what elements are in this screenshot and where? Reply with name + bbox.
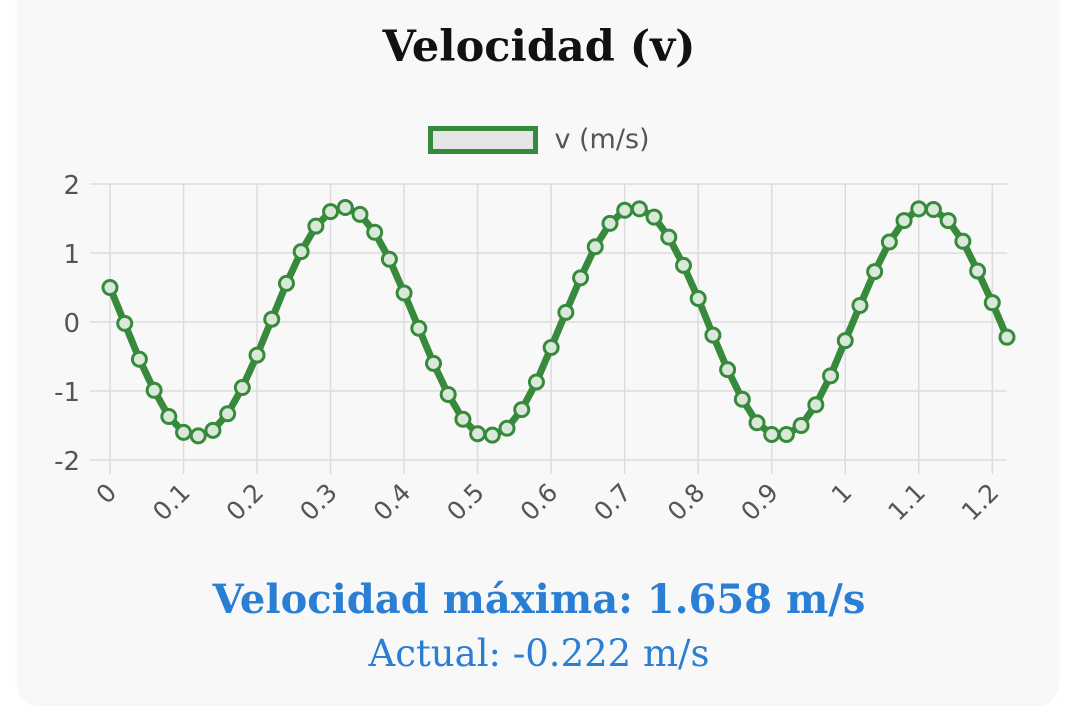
data-point[interactable] — [263, 310, 281, 328]
data-point[interactable] — [204, 421, 222, 439]
data-point[interactable] — [439, 385, 457, 403]
data-point[interactable] — [719, 361, 737, 379]
data-point[interactable] — [630, 200, 648, 218]
x-tick-label: 0.5 — [441, 478, 490, 527]
y-tick-label: -2 — [54, 447, 80, 477]
data-point[interactable] — [910, 200, 928, 218]
data-point[interactable] — [601, 214, 619, 232]
data-point[interactable] — [998, 328, 1016, 346]
data-point[interactable] — [586, 238, 604, 256]
x-tick-label: 0.9 — [735, 478, 784, 527]
x-tick-label: 0 — [90, 478, 122, 510]
data-point[interactable] — [233, 379, 251, 397]
data-point[interactable] — [674, 256, 692, 274]
data-point[interactable] — [116, 314, 134, 332]
x-tick-label: 1 — [826, 478, 858, 510]
data-point[interactable] — [527, 373, 545, 391]
data-point[interactable] — [322, 203, 340, 221]
y-tick-label: 0 — [63, 309, 80, 339]
chart-card — [18, 0, 1058, 704]
data-point[interactable] — [572, 269, 590, 287]
x-tick-label: 0.6 — [515, 478, 564, 527]
x-tick-label: 0.4 — [368, 478, 417, 527]
data-point[interactable] — [410, 319, 428, 337]
data-point[interactable] — [130, 350, 148, 368]
data-point[interactable] — [542, 339, 560, 357]
y-tick-label: 1 — [63, 240, 80, 270]
legend-swatch[interactable] — [428, 125, 539, 154]
data-point[interactable] — [307, 217, 325, 235]
chart-title: Velocidad (v) — [382, 22, 696, 72]
y-tick-label: 2 — [63, 171, 80, 201]
data-point[interactable] — [513, 401, 531, 419]
data-point[interactable] — [763, 425, 781, 443]
data-point[interactable] — [954, 232, 972, 250]
data-point[interactable] — [454, 410, 472, 428]
data-point[interactable] — [616, 201, 634, 219]
data-point[interactable] — [425, 354, 443, 372]
data-point[interactable] — [189, 427, 207, 445]
data-point[interactable] — [469, 425, 487, 443]
data-point[interactable] — [483, 426, 501, 444]
data-point[interactable] — [557, 303, 575, 321]
y-tick-label: -1 — [54, 378, 80, 408]
data-point[interactable] — [366, 223, 384, 241]
data-point[interactable] — [836, 332, 854, 350]
data-point[interactable] — [792, 417, 810, 434]
data-point[interactable] — [277, 274, 295, 292]
data-point[interactable] — [748, 414, 766, 432]
data-point[interactable] — [983, 294, 1001, 312]
data-point[interactable] — [145, 381, 163, 399]
data-point[interactable] — [498, 419, 516, 437]
data-point[interactable] — [895, 212, 913, 230]
data-point[interactable] — [248, 346, 266, 364]
data-point[interactable] — [866, 263, 884, 281]
data-point[interactable] — [704, 326, 722, 344]
x-tick-label: 0.7 — [588, 478, 637, 527]
data-point[interactable] — [733, 390, 751, 408]
data-point[interactable] — [807, 396, 825, 414]
x-tick-label: 0.1 — [147, 478, 196, 527]
data-point[interactable] — [822, 367, 840, 385]
data-point[interactable] — [660, 228, 678, 246]
data-point[interactable] — [380, 250, 398, 268]
x-tick-label: 1.1 — [882, 478, 931, 527]
data-point[interactable] — [175, 423, 193, 441]
current-velocity-text: Actual: -0.222 m/s — [368, 632, 710, 675]
data-point[interactable] — [851, 296, 869, 314]
data-point[interactable] — [160, 408, 178, 426]
data-point[interactable] — [292, 243, 310, 261]
data-point[interactable] — [969, 262, 987, 280]
data-point[interactable] — [351, 205, 369, 223]
data-point[interactable] — [645, 208, 663, 226]
x-tick-label: 0.2 — [221, 478, 270, 527]
data-point[interactable] — [101, 279, 119, 296]
data-point[interactable] — [395, 284, 413, 302]
x-tick-label: 0.3 — [294, 478, 343, 527]
data-point[interactable] — [880, 233, 898, 251]
legend[interactable]: v (m/s) — [0, 124, 1078, 155]
data-point[interactable] — [336, 198, 354, 216]
legend-label[interactable]: v (m/s) — [554, 124, 650, 155]
data-point[interactable] — [924, 201, 942, 219]
x-tick-label: 0.8 — [662, 478, 711, 527]
max-velocity-text: Velocidad máxima: 1.658 m/s — [212, 576, 866, 623]
data-point[interactable] — [939, 212, 957, 230]
data-point[interactable] — [777, 425, 795, 443]
x-tick-label: 1.2 — [956, 478, 1005, 527]
data-point[interactable] — [219, 405, 237, 423]
data-point[interactable] — [689, 290, 707, 308]
